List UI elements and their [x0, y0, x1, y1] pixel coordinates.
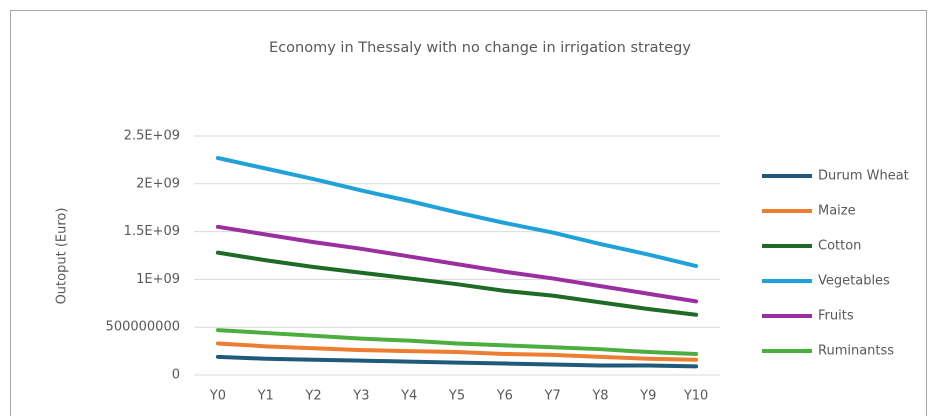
series-line	[215, 341, 699, 362]
legend-label: Fruits	[818, 309, 854, 324]
x-tick-label: Y9	[639, 389, 656, 404]
series-line	[215, 224, 699, 304]
y-tick-label: 2E+09	[136, 176, 180, 191]
x-tick-label: Y4	[400, 389, 417, 404]
y-tick-label: 0	[172, 368, 180, 383]
y-tick-label: 1.5E+09	[124, 224, 180, 239]
series-line	[215, 354, 699, 369]
x-tick-label: Y1	[257, 389, 274, 404]
legend-label: Ruminantss	[818, 344, 894, 359]
legend-label: Durum Wheat	[818, 169, 909, 184]
y-tick-label: 500000000	[106, 320, 180, 335]
x-tick-label: Y0	[209, 389, 226, 404]
y-tick-label: 2.5E+09	[124, 129, 180, 144]
series-line	[215, 250, 699, 317]
x-tick-label: Y6	[496, 389, 513, 404]
x-tick-label: Y5	[448, 389, 465, 404]
legend-label: Vegetables	[818, 274, 890, 289]
chart-title: Economy in Thessaly with no change in ir…	[269, 40, 691, 56]
x-tick-label: Y7	[544, 389, 561, 404]
y-tick-label: 1E+09	[136, 272, 180, 287]
x-tick-label: Y8	[591, 389, 608, 404]
x-tick-label: Y10	[683, 389, 708, 404]
x-tick-label: Y2	[304, 389, 321, 404]
legend-label: Maize	[818, 204, 856, 219]
legend-label: Cotton	[818, 239, 861, 254]
y-axis-label: Outoput (Euro)	[55, 208, 70, 305]
series-line	[215, 155, 699, 269]
x-tick-label: Y3	[352, 389, 369, 404]
series-line	[215, 328, 699, 356]
